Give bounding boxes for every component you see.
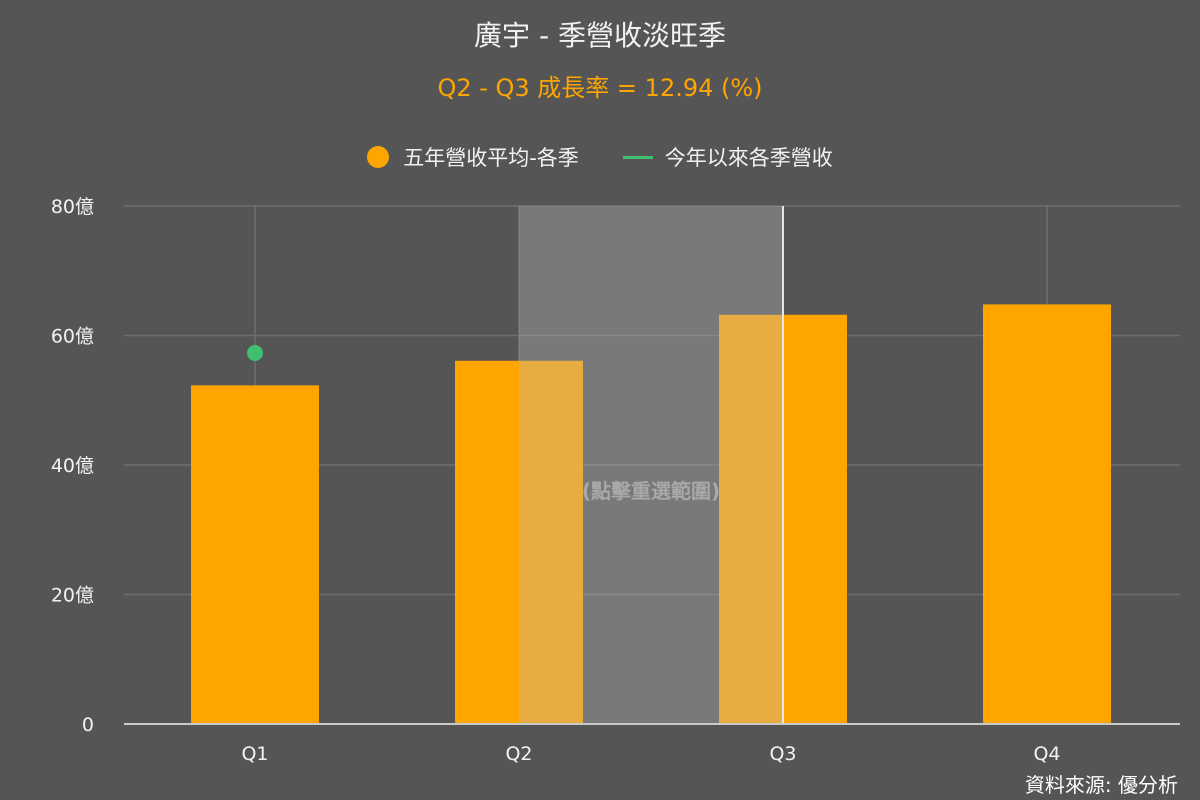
data-source-label: 資料來源: 優分析 — [1024, 773, 1178, 797]
y-tick-label: 80億 — [51, 196, 94, 218]
selection-range-overlay[interactable] — [519, 206, 783, 724]
legend-item-average[interactable]: 五年營收平均-各季 — [367, 142, 579, 172]
legend-label-current-year: 今年以來各季營收 — [664, 146, 833, 170]
current-year-point-q1[interactable] — [247, 344, 263, 361]
bar-q2[interactable] — [455, 360, 583, 724]
chart-title: 廣宇 - 季營收淡旺季 — [474, 19, 726, 52]
y-tick-label: 20億 — [51, 585, 94, 607]
y-tick-label: 0 — [82, 714, 94, 736]
legend-line-icon — [622, 155, 653, 159]
y-tick-label: 60億 — [51, 326, 94, 348]
bar-q4[interactable] — [983, 304, 1111, 724]
bar-q1[interactable] — [191, 385, 319, 724]
x-tick-label: Q3 — [769, 743, 796, 765]
x-tick-label: Q2 — [505, 743, 532, 765]
legend-dot-icon — [367, 146, 390, 168]
legend-label-average: 五年營收平均-各季 — [403, 146, 579, 170]
y-tick-label: 40億 — [51, 455, 94, 477]
legend-item-current-year[interactable]: 今年以來各季營收 — [622, 142, 833, 172]
selection-hint-label: (點擊重選範圍) — [582, 479, 720, 503]
chart-subtitle: Q2 - Q3 成長率 = 12.94 (%) — [437, 74, 763, 102]
x-tick-label: Q1 — [241, 743, 268, 765]
legend: 五年營收平均-各季 今年以來各季營收 — [0, 142, 1200, 172]
x-tick-label: Q4 — [1033, 743, 1060, 765]
